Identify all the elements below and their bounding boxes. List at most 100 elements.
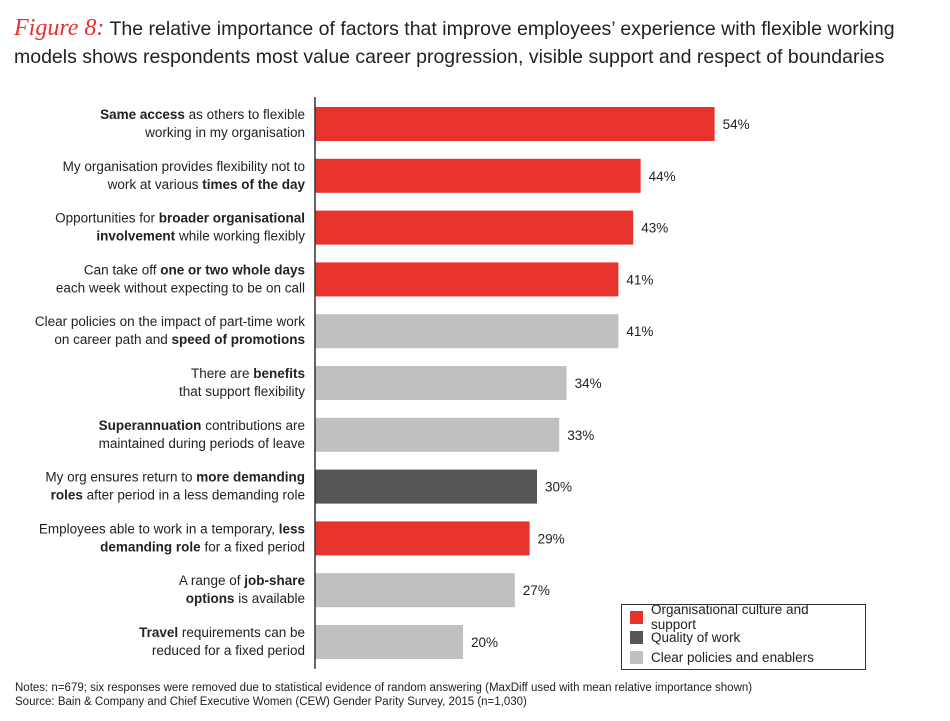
category-label-line: demanding role for a fixed period bbox=[100, 539, 305, 554]
bar bbox=[315, 314, 619, 349]
bar bbox=[315, 417, 560, 452]
category-label-segment: roles bbox=[51, 488, 83, 503]
value-label: 30% bbox=[545, 480, 572, 495]
category-label-line: options is available bbox=[186, 591, 305, 606]
category-label-segment: Travel bbox=[139, 625, 178, 640]
notes-text: Notes: n=679; six responses were removed… bbox=[15, 682, 753, 694]
notes: Notes: n=679; six responses were removed… bbox=[15, 681, 752, 709]
category-label-segment: working in my organisation bbox=[144, 125, 305, 140]
category-label-segment: more demanding bbox=[196, 470, 305, 485]
category-label-segment: Employees able to work in a temporary, bbox=[39, 521, 279, 536]
category-label-line: maintained during periods of leave bbox=[99, 436, 305, 451]
value-label: 33% bbox=[567, 428, 594, 443]
category-label-segment: broader organisational bbox=[159, 211, 305, 226]
title-text-1: The relative importance of factors that … bbox=[109, 18, 895, 40]
category-label-segment: My org ensures return to bbox=[45, 470, 196, 485]
category-label: Clear policies on the impact of part-tim… bbox=[35, 314, 305, 347]
category-label-line: Employees able to work in a temporary, l… bbox=[39, 521, 305, 536]
bar bbox=[315, 210, 634, 245]
category-label-segment: My organisation provides flexibility not… bbox=[63, 159, 305, 174]
category-label-segment: involvement bbox=[96, 229, 175, 244]
legend-item: Organisational culture and support bbox=[630, 602, 857, 632]
legend: Organisational culture and support Quali… bbox=[621, 602, 866, 670]
category-label-line: that support flexibility bbox=[179, 384, 305, 399]
category-label: Travel requirements can be reduced for a … bbox=[139, 625, 305, 658]
bar bbox=[315, 521, 530, 556]
bar-chart: 54% Same access as others to flexible work… bbox=[35, 97, 750, 669]
category-label-segment: Superannuation bbox=[99, 418, 202, 433]
category-label: Employees able to work in a temporary, l… bbox=[39, 521, 305, 554]
figure-label: Figure 8: bbox=[14, 15, 105, 41]
category-label-segment: while working flexibly bbox=[175, 229, 305, 244]
bar bbox=[315, 625, 463, 659]
bar bbox=[315, 262, 619, 297]
category-label-segment: each week without expecting to be on cal… bbox=[56, 280, 305, 295]
bar bbox=[315, 469, 537, 504]
value-label: 20% bbox=[471, 635, 498, 650]
legend-swatch bbox=[630, 630, 643, 644]
category-label-segment: times of the day bbox=[202, 177, 305, 192]
legend-label: Organisational culture and support bbox=[650, 602, 809, 632]
value-label: 34% bbox=[575, 376, 602, 391]
legend-swatch bbox=[630, 610, 643, 624]
chart-title: Figure 8: The relative importance of fac… bbox=[14, 14, 939, 71]
category-label-segment: Same access bbox=[100, 107, 185, 122]
value-label: 41% bbox=[626, 272, 653, 287]
category-label-segment: speed of promotions bbox=[171, 332, 305, 347]
value-label: 27% bbox=[523, 583, 550, 598]
category-label: Same access as others to flexible working… bbox=[100, 107, 305, 140]
value-label: 44% bbox=[649, 169, 676, 184]
value-label: 41% bbox=[626, 324, 653, 339]
category-label-line: Can take off one or two whole days bbox=[84, 262, 305, 277]
category-label-segment: demanding role bbox=[100, 539, 201, 554]
category-label-segment: after period in a less demanding role bbox=[83, 488, 305, 503]
category-label-line: involvement while working flexibly bbox=[96, 229, 305, 244]
category-label-segment: A range of bbox=[179, 573, 244, 588]
category-label: My organisation provides flexibility not… bbox=[63, 159, 306, 192]
category-label-line: My organisation provides flexibility not… bbox=[63, 159, 305, 174]
category-label-segment: Opportunities for bbox=[55, 211, 159, 226]
category-label-segment: requirements can be bbox=[178, 625, 305, 640]
value-label: 29% bbox=[538, 531, 565, 546]
category-label-segment: contributions are bbox=[201, 418, 305, 433]
legend-label: Clear policies and enablers bbox=[651, 649, 814, 665]
title-line-2: models shows respondents most value care… bbox=[14, 46, 885, 68]
bar bbox=[315, 366, 567, 400]
bar bbox=[315, 158, 641, 193]
category-label-line: There are benefits bbox=[191, 366, 305, 381]
category-label-line: roles after period in a less demanding r… bbox=[51, 488, 305, 503]
value-label: 54% bbox=[723, 117, 750, 132]
category-label: There are benefits that support flexibili… bbox=[179, 366, 305, 399]
category-label-line: Travel requirements can be bbox=[139, 625, 305, 640]
legend-item: Quality of work bbox=[630, 627, 857, 647]
category-label-line: working in my organisation bbox=[144, 125, 305, 140]
category-label-segment: work at various bbox=[107, 177, 203, 192]
title-line-1: Figure 8: The relative importance of fac… bbox=[14, 14, 939, 43]
category-label-segment: options bbox=[186, 591, 235, 606]
legend-swatch bbox=[630, 650, 643, 664]
category-label-line: My org ensures return to more demanding bbox=[45, 470, 305, 485]
category-label-line: Clear policies on the impact of part-tim… bbox=[35, 314, 305, 329]
category-label-segment: as others to flexible bbox=[185, 107, 305, 122]
category-label: My org ensures return to more demanding r… bbox=[45, 470, 305, 503]
category-label-segment: maintained during periods of leave bbox=[99, 436, 305, 451]
category-label-line: work at various times of the day bbox=[107, 177, 306, 192]
category-label-segment: benefits bbox=[253, 366, 305, 381]
category-label-line: on career path and speed of promotions bbox=[54, 332, 305, 347]
category-label-segment: Can take off bbox=[84, 262, 160, 277]
category-label-segment: There are bbox=[191, 366, 253, 381]
category-label-segment: reduced for a fixed period bbox=[152, 643, 305, 658]
category-label-line: Opportunities for broader organisational bbox=[55, 211, 305, 226]
category-label-line: A range of job-share bbox=[179, 573, 306, 588]
category-label-segment: less bbox=[279, 521, 305, 536]
legend-label: Quality of work bbox=[651, 629, 741, 645]
category-label-line: Same access as others to flexible bbox=[100, 107, 305, 122]
category-label-segment: on career path and bbox=[54, 332, 171, 347]
category-label-line: Superannuation contributions are bbox=[99, 418, 305, 433]
category-label-segment: job-share bbox=[243, 573, 305, 588]
category-label-line: reduced for a fixed period bbox=[152, 643, 305, 658]
value-label: 43% bbox=[641, 221, 668, 236]
category-label: Opportunities for broader organisational… bbox=[55, 211, 305, 244]
category-label-segment: one or two whole days bbox=[160, 262, 305, 277]
category-label-segment: is available bbox=[234, 591, 305, 606]
